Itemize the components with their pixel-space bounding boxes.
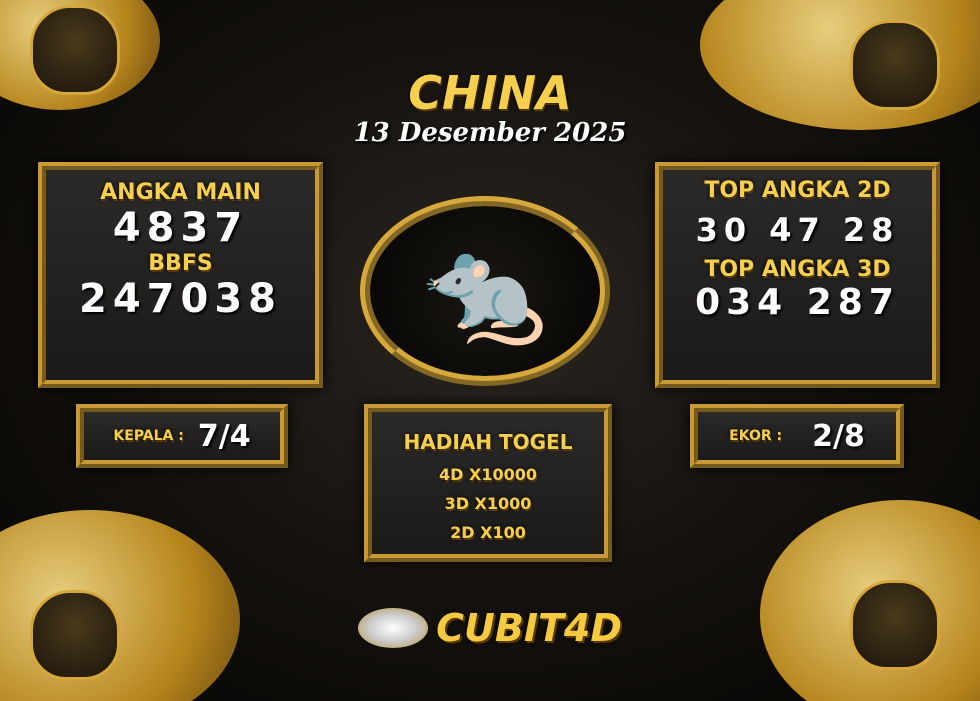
hadiah-title: HADIAH TOGEL: [403, 430, 573, 454]
market-title: CHINA: [408, 66, 572, 120]
hadiah-line: 2D X100: [450, 523, 526, 542]
zodiac-medallion: 🐀: [360, 196, 610, 386]
hadiah-panel: HADIAH TOGEL 4D X10000 3D X1000 2D X100: [364, 404, 612, 562]
top-2d-value: 30 47 28: [695, 211, 900, 249]
hadiah-line: 4D X10000: [439, 465, 537, 484]
angka-main-panel: ANGKA MAIN 4837 BBFS 247038: [38, 162, 323, 388]
angka-main-label: ANGKA MAIN: [100, 180, 261, 205]
oni-mask-icon: [850, 20, 940, 110]
oni-mask-icon: [30, 590, 120, 680]
oni-mask-icon: [30, 5, 120, 95]
top-3d-value: 034 287: [695, 282, 900, 323]
winged-emblem-icon: [358, 608, 429, 648]
bbfs-value: 247038: [79, 276, 282, 322]
kepala-value: 7/4: [197, 418, 251, 454]
oni-mask-icon: [850, 580, 940, 670]
top-angka-panel: TOP ANGKA 2D 30 47 28 TOP ANGKA 3D 034 2…: [655, 162, 940, 388]
ekor-label: EKOR :: [729, 428, 783, 444]
top-2d-label: TOP ANGKA 2D: [704, 178, 891, 203]
hadiah-line: 3D X1000: [444, 494, 532, 513]
ekor-value: 2/8: [812, 418, 865, 454]
kepala-panel: KEPALA : 7/4: [76, 404, 288, 468]
brand-logo: CUBIT4D: [300, 603, 680, 653]
brand-name: CUBIT4D: [436, 606, 622, 650]
bbfs-label: BBFS: [148, 251, 213, 276]
kepala-label: KEPALA :: [113, 428, 184, 444]
top-3d-label: TOP ANGKA 3D: [704, 257, 891, 282]
ekor-panel: EKOR : 2/8: [690, 404, 904, 468]
angka-main-value: 4837: [112, 205, 249, 251]
cloud-decoration: [0, 510, 240, 701]
rat-zodiac-icon: 🐀: [422, 232, 548, 349]
date: 13 Desember 2025: [353, 118, 627, 148]
